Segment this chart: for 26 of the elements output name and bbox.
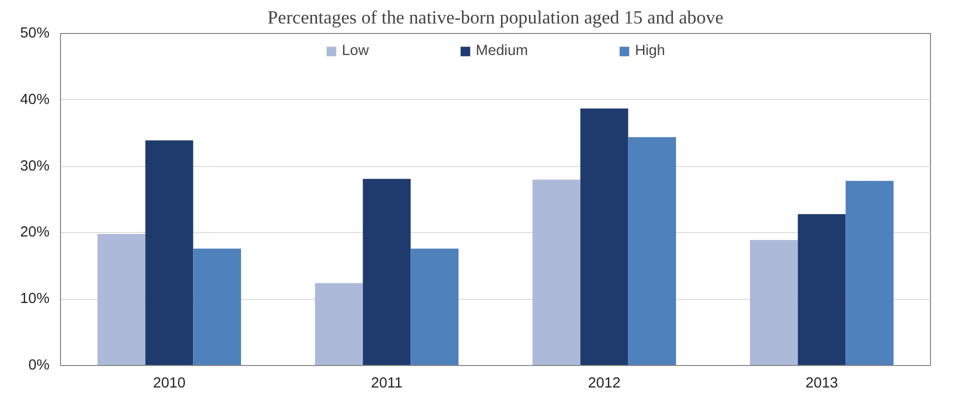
chart-title: Percentages of the native-born population aged 15 and above bbox=[268, 8, 724, 28]
legend-label: Medium bbox=[476, 43, 528, 59]
y-tick-label: 10% bbox=[20, 291, 50, 308]
bar bbox=[362, 178, 411, 366]
x-tick-label: 2010 bbox=[152, 376, 186, 392]
bar bbox=[798, 214, 846, 366]
x-tick-label: 2013 bbox=[805, 376, 838, 392]
bar bbox=[145, 140, 194, 366]
legend-label: High bbox=[634, 43, 666, 59]
y-tick-label: 30% bbox=[20, 158, 50, 174]
y-tick-label: 40% bbox=[20, 92, 50, 108]
y-tick-label: 50% bbox=[20, 26, 50, 42]
bar bbox=[628, 137, 676, 366]
bar bbox=[314, 283, 363, 366]
bar bbox=[97, 234, 146, 366]
x-tick-label: 2011 bbox=[370, 376, 403, 392]
bar bbox=[193, 248, 242, 366]
bar bbox=[750, 240, 798, 366]
bar bbox=[532, 180, 580, 366]
bar bbox=[580, 108, 628, 366]
x-tick-label: 2012 bbox=[588, 376, 621, 392]
bar bbox=[846, 180, 894, 366]
y-tick-label: 0% bbox=[28, 358, 50, 374]
y-tick-label: 20% bbox=[20, 224, 50, 241]
legend-label: Low bbox=[342, 43, 369, 59]
bar bbox=[410, 248, 459, 366]
